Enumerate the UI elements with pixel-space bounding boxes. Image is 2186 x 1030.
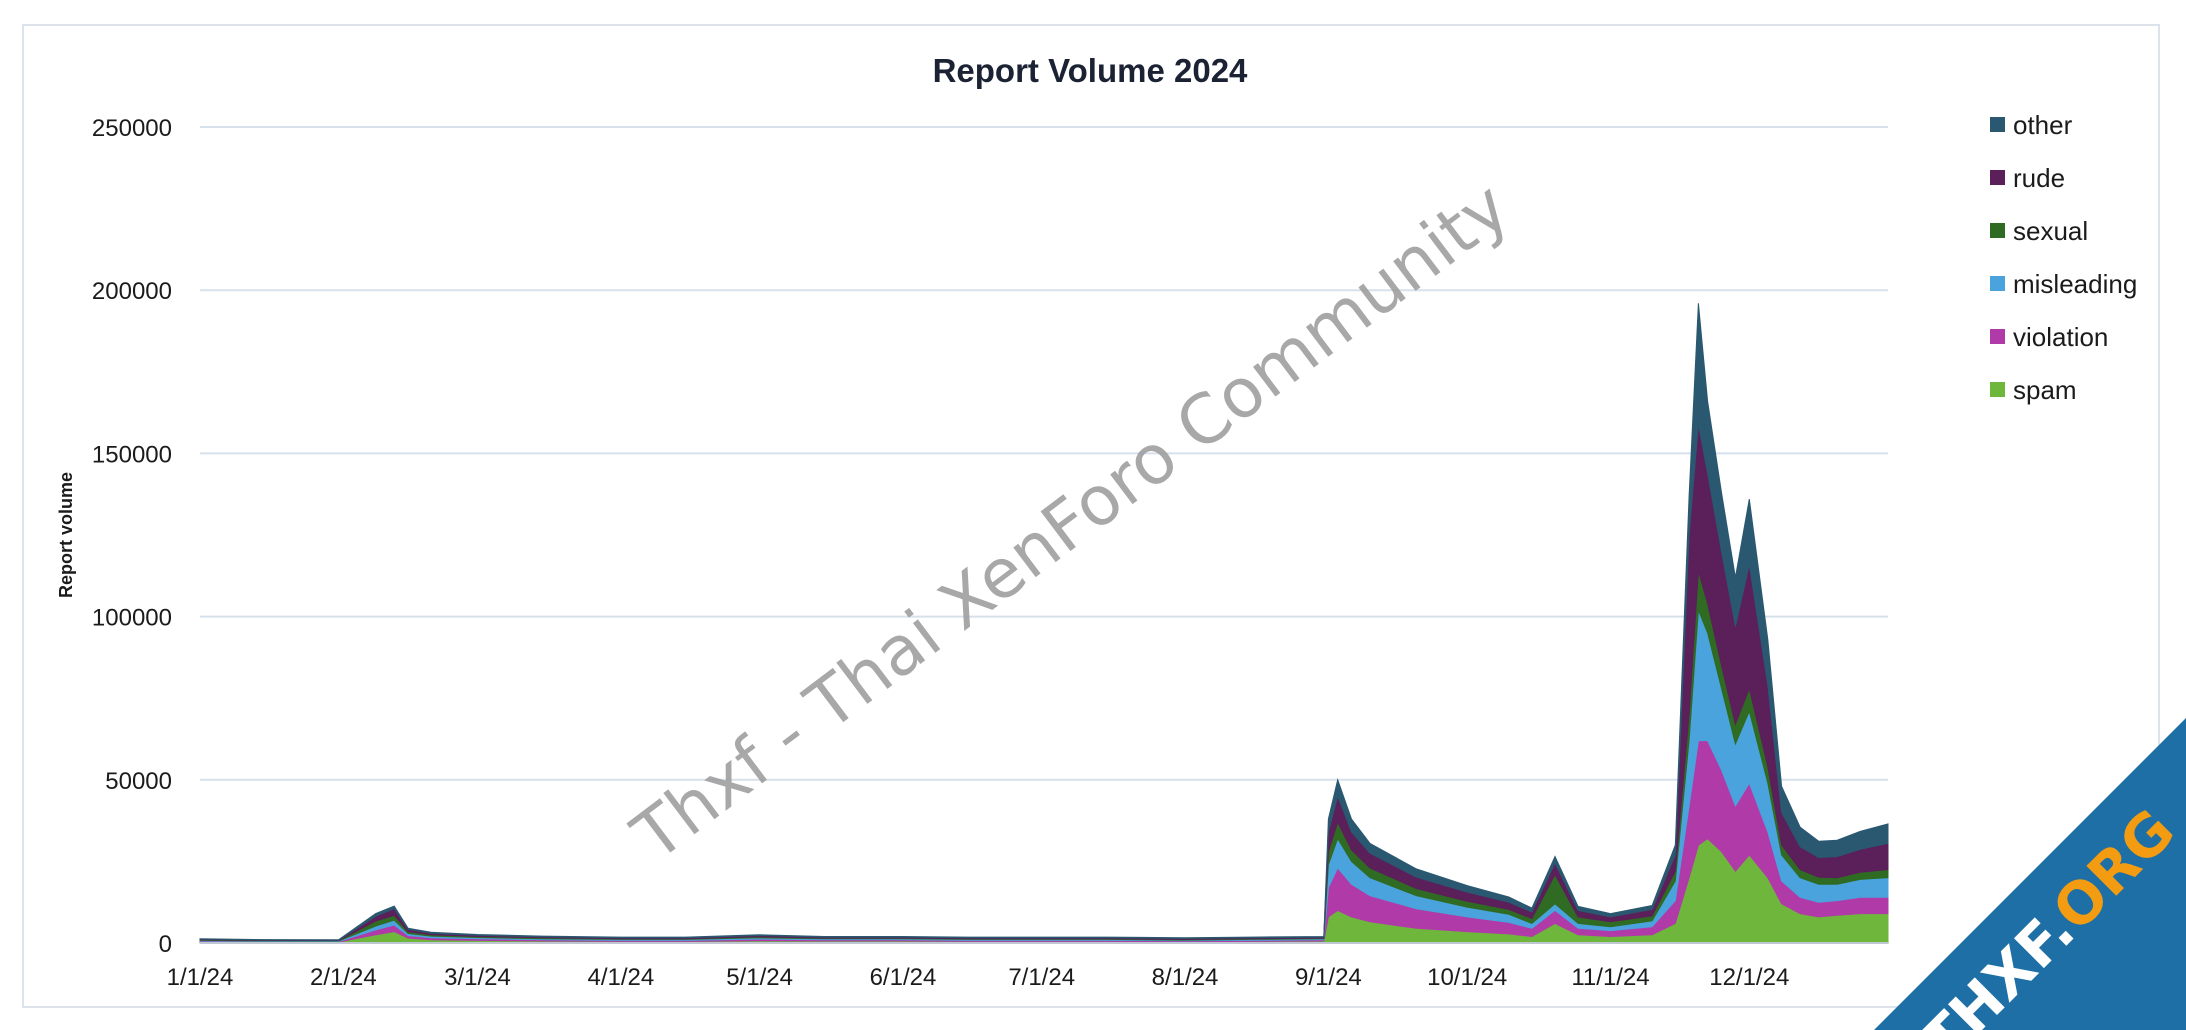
x-tick-label: 8/1/24 (1152, 964, 1219, 991)
x-tick-label: 7/1/24 (1008, 964, 1075, 991)
x-tick-label: 12/1/24 (1709, 964, 1789, 991)
legend-swatch-spam (1990, 382, 2005, 397)
legend-swatch-violation (1990, 329, 2005, 344)
legend-swatch-misleading (1990, 276, 2005, 291)
gridlines (200, 126, 1888, 781)
y-axis-label: Report volume (56, 472, 76, 598)
y-tick-label: 50000 (105, 768, 172, 795)
y-tick-label: 250000 (92, 115, 172, 142)
legend-label-misleading: misleading (2013, 269, 2137, 299)
legend: other rude sexual misleading violation spam (1990, 110, 2137, 405)
x-tick-label: 9/1/24 (1295, 964, 1362, 991)
x-tick-label: 5/1/24 (726, 964, 793, 991)
x-tick-label: 1/1/24 (167, 964, 234, 991)
legend-label-rude: rude (2013, 163, 2065, 193)
y-axis-ticks: 0 50000 100000 150000 200000 250000 (92, 115, 172, 958)
x-tick-label: 3/1/24 (444, 964, 511, 991)
area-other (199, 303, 1889, 941)
x-tick-label: 6/1/24 (870, 964, 937, 991)
badge-background (1874, 718, 2186, 1030)
y-tick-label: 100000 (92, 605, 172, 632)
chart-title: Report Volume 2024 (933, 52, 1248, 89)
x-axis-ticks: 1/1/24 2/1/24 3/1/24 4/1/24 5/1/24 6/1/24 7/1/… (167, 964, 1790, 991)
y-tick-label: 0 (159, 931, 172, 958)
legend-label-spam: spam (2013, 375, 2077, 405)
legend-label-other: other (2013, 110, 2073, 140)
x-tick-label: 11/1/24 (1571, 964, 1649, 991)
stacked-areas (199, 303, 1889, 944)
legend-label-sexual: sexual (2013, 216, 2088, 246)
area-sexual (199, 570, 1889, 942)
watermark-text: Thxf - Thai XenForo Community (618, 167, 1524, 877)
area-misleading (199, 609, 1889, 943)
legend-label-violation: violation (2013, 322, 2108, 352)
legend-swatch-other (1990, 117, 2005, 132)
thxf-badge[interactable]: THXF.ORG (1874, 718, 2186, 1030)
legend-swatch-rude (1990, 170, 2005, 185)
x-tick-label: 4/1/24 (587, 964, 654, 991)
x-tick-label: 2/1/24 (310, 964, 377, 991)
y-tick-label: 150000 (92, 441, 172, 468)
y-tick-label: 200000 (92, 278, 172, 305)
x-tick-label: 10/1/24 (1427, 964, 1507, 991)
legend-swatch-sexual (1990, 223, 2005, 238)
